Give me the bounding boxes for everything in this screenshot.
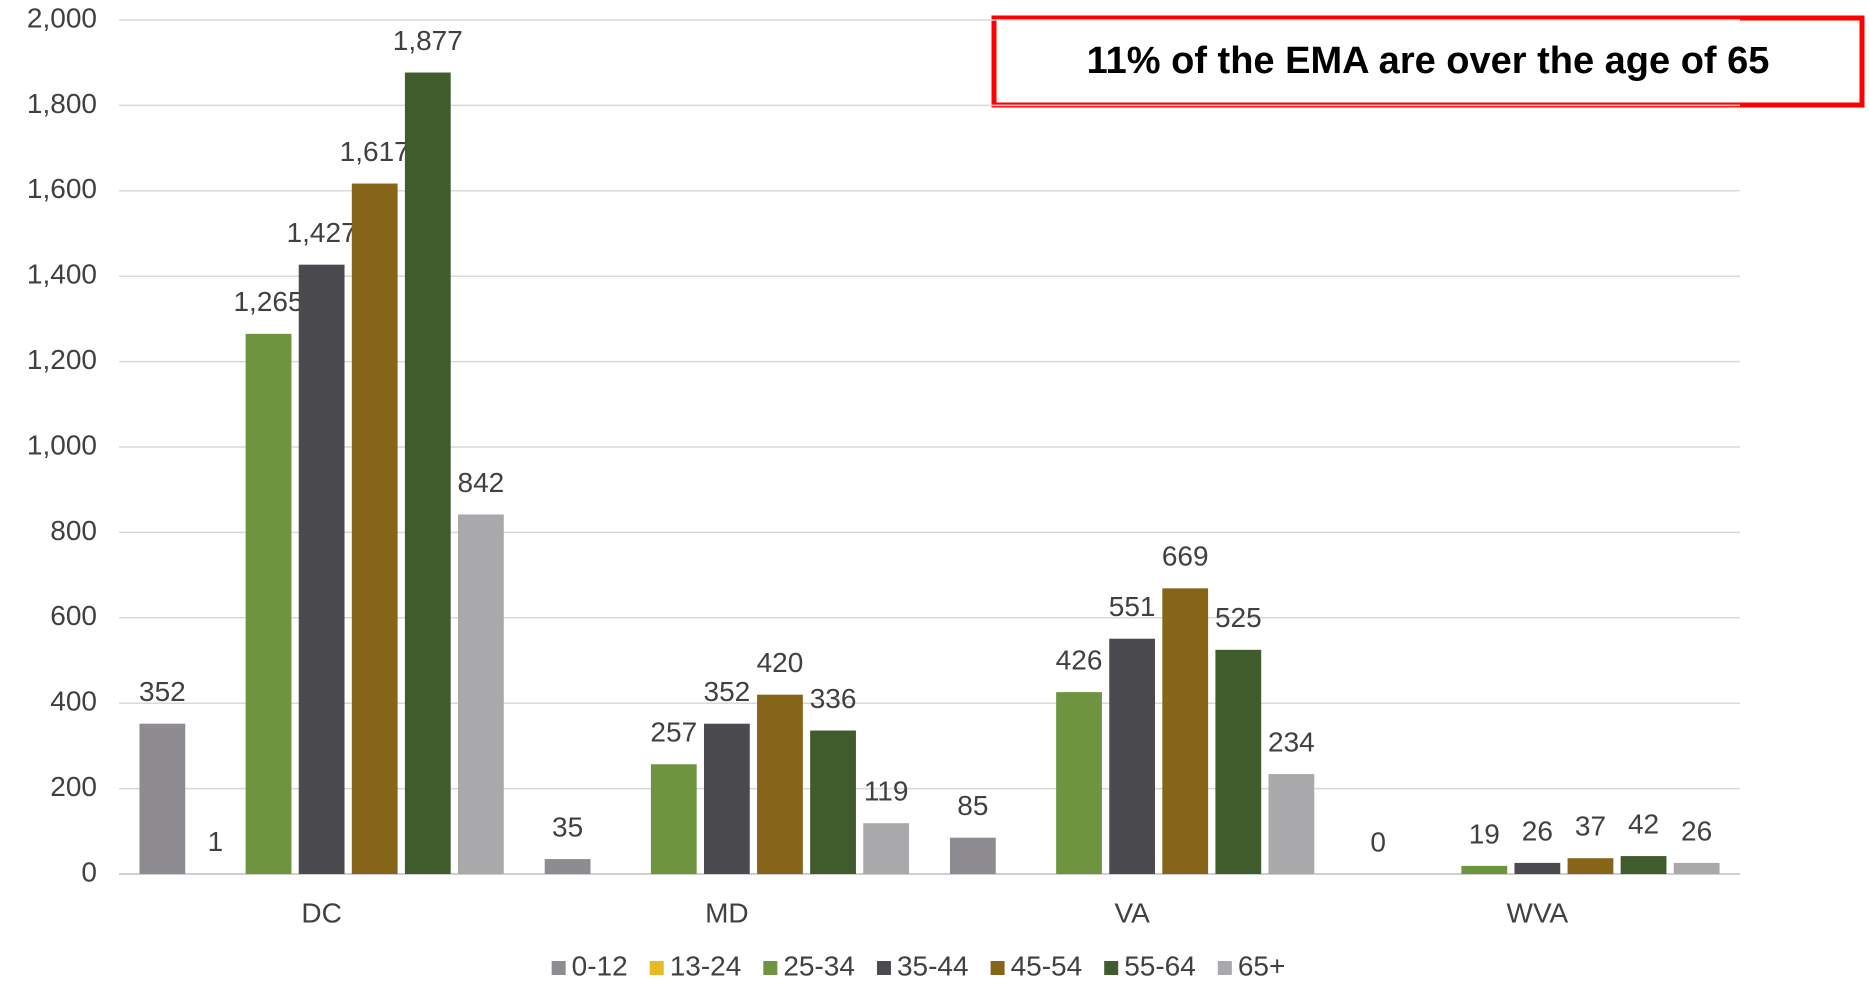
data-label: 1,427 [287,217,357,248]
data-label: 26 [1681,815,1712,846]
data-label: 525 [1215,602,1262,633]
bar [1620,856,1667,874]
legend-swatch [551,961,566,975]
data-label: 119 [864,776,909,807]
legend-label: 45-54 [1011,950,1083,981]
legend-label: 55-64 [1124,950,1196,981]
y-tick-label: 2,000 [27,2,97,33]
data-label: 336 [810,683,857,714]
data-label: 420 [757,647,804,678]
legend-swatch [876,961,891,975]
bar [757,694,803,874]
data-label: 1 [208,826,224,857]
bar [1162,588,1209,874]
data-label: 551 [1109,591,1156,622]
legend-label: 0-12 [572,950,628,981]
y-tick-label: 0 [81,856,97,887]
data-label: 35 [552,811,583,842]
x-tick-label: WVA [1507,897,1569,928]
bar [703,723,750,874]
legend-label: 13-24 [670,950,742,981]
y-tick-label: 1,800 [27,88,97,119]
bar [1461,865,1508,874]
annotation: 11% of the EMA are over the age of 65 [1087,40,1770,82]
bar [298,264,345,874]
bar [457,514,504,874]
data-label: 0 [1370,826,1386,857]
legend-label: 65+ [1238,950,1286,981]
legend-label: 35-44 [897,950,969,981]
x-tick-label: DC [301,897,341,928]
bar [139,723,186,874]
data-label: 257 [650,717,697,748]
y-tick-label: 800 [50,515,97,546]
data-label: 352 [704,676,751,707]
data-label: 1,617 [340,136,410,167]
legend-swatch [763,961,778,975]
y-tick-label: 1,400 [27,259,97,290]
data-label: 26 [1522,815,1553,846]
bar [1056,692,1102,874]
y-tick-label: 1,600 [27,173,97,204]
data-label: 426 [1056,644,1103,675]
data-label: 234 [1268,726,1315,757]
legend-swatch [1217,961,1232,975]
y-tick-label: 600 [50,600,97,631]
data-label: 1,877 [393,25,463,56]
bar [544,859,591,874]
bar [404,72,451,874]
bar [650,764,697,874]
data-label: 42 [1628,808,1659,839]
bar [1514,862,1561,874]
data-label: 842 [458,467,505,498]
bar [1268,774,1315,874]
bar [1673,862,1720,874]
x-tick-label: MD [705,897,749,928]
data-label: 1,265 [233,286,303,317]
bar [810,730,856,874]
x-tick-label: VA [1114,897,1150,928]
data-label: 37 [1575,811,1606,842]
bar [1109,638,1156,874]
bar [351,183,398,874]
y-tick-label: 1,200 [27,344,97,375]
data-label: 19 [1469,818,1500,849]
y-tick-label: 400 [50,686,97,717]
legend-label: 25-34 [783,950,855,981]
legend-swatch [649,961,664,975]
y-tick-label: 200 [50,771,97,802]
annotation-box [991,15,1865,108]
legend-swatch [1104,961,1119,975]
bar [863,823,910,874]
data-label: 352 [139,676,186,707]
data-label: 85 [957,790,988,821]
bar [1567,858,1614,874]
data-label: 669 [1162,541,1209,572]
bar [1215,649,1262,874]
bar [245,333,292,875]
legend-swatch [990,961,1005,975]
bar [949,837,996,874]
y-tick-label: 1,000 [27,429,97,460]
